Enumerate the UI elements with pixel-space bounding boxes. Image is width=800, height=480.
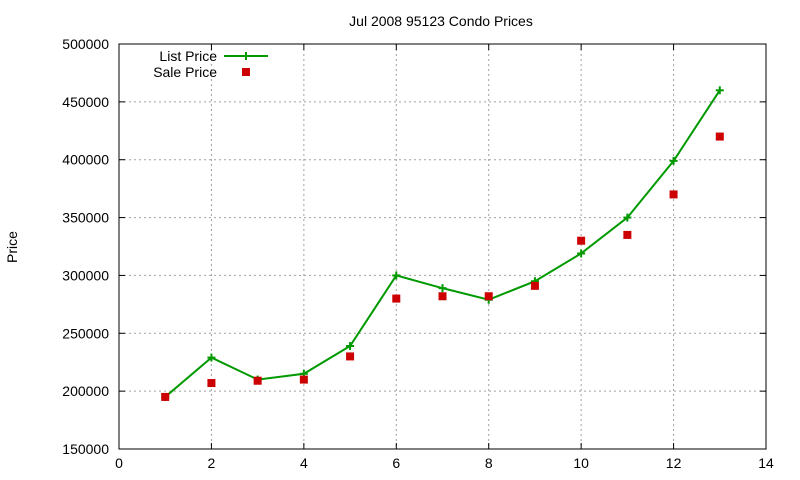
list-price-point — [346, 342, 355, 351]
series — [161, 86, 724, 401]
list-price-point — [715, 86, 724, 95]
x-tick-label: 8 — [485, 455, 493, 471]
list-price-point — [207, 353, 216, 362]
x-tick-label: 10 — [573, 455, 589, 471]
list-price-point — [392, 271, 401, 280]
legend-label-sale-price: Sale Price — [153, 64, 217, 80]
y-tick-label: 400000 — [62, 152, 109, 168]
list-price-point — [438, 284, 447, 293]
y-tick-label: 450000 — [62, 94, 109, 110]
y-tick-label: 300000 — [62, 267, 109, 283]
sale-price-point — [577, 236, 586, 245]
sale-price-point — [623, 230, 632, 239]
x-tick-label: 14 — [758, 455, 774, 471]
sale-price-point — [346, 352, 355, 361]
legend-sample-list-price-marker — [242, 52, 250, 60]
grid — [119, 44, 766, 449]
sale-price-point — [669, 190, 678, 199]
y-tick-label: 150000 — [62, 441, 109, 457]
list-price-point — [623, 213, 632, 222]
y-tick-label: 250000 — [62, 325, 109, 341]
legend-label-list-price: List Price — [159, 48, 217, 64]
sale-price-point — [207, 379, 216, 388]
sale-price-point — [392, 294, 401, 303]
legend-sample-sale-price-marker — [242, 68, 250, 76]
y-tick-label: 500000 — [62, 36, 109, 52]
legend: List Price Sale Price — [153, 48, 268, 80]
y-tick-label: 200000 — [62, 383, 109, 399]
x-tick-labels: 0 2 4 6 8 10 12 14 — [115, 455, 774, 471]
x-tick-label: 2 — [208, 455, 216, 471]
chart-title: Jul 2008 95123 Condo Prices — [349, 13, 533, 29]
sale-price-point — [299, 375, 308, 384]
y-axis-label: Price — [4, 231, 20, 263]
x-tick-label: 4 — [300, 455, 308, 471]
x-tick-label: 0 — [115, 455, 123, 471]
sale-price-point — [530, 281, 539, 290]
x-tick-label: 12 — [666, 455, 682, 471]
axes — [118, 43, 767, 450]
plot-frame — [118, 43, 767, 450]
sale-price-point — [161, 392, 170, 401]
sale-price-point — [253, 376, 262, 385]
list-price-point — [669, 156, 678, 165]
list-price-line — [164, 89, 721, 398]
list-price-point — [577, 249, 586, 258]
x-tick-label: 6 — [392, 455, 400, 471]
sale-price-point — [715, 132, 724, 141]
sale-price-point — [438, 292, 447, 301]
y-tick-labels: 150000 200000 250000 300000 350000 400000 4500… — [62, 36, 109, 457]
y-tick-label: 350000 — [62, 210, 109, 226]
sale-price-point — [484, 292, 493, 301]
